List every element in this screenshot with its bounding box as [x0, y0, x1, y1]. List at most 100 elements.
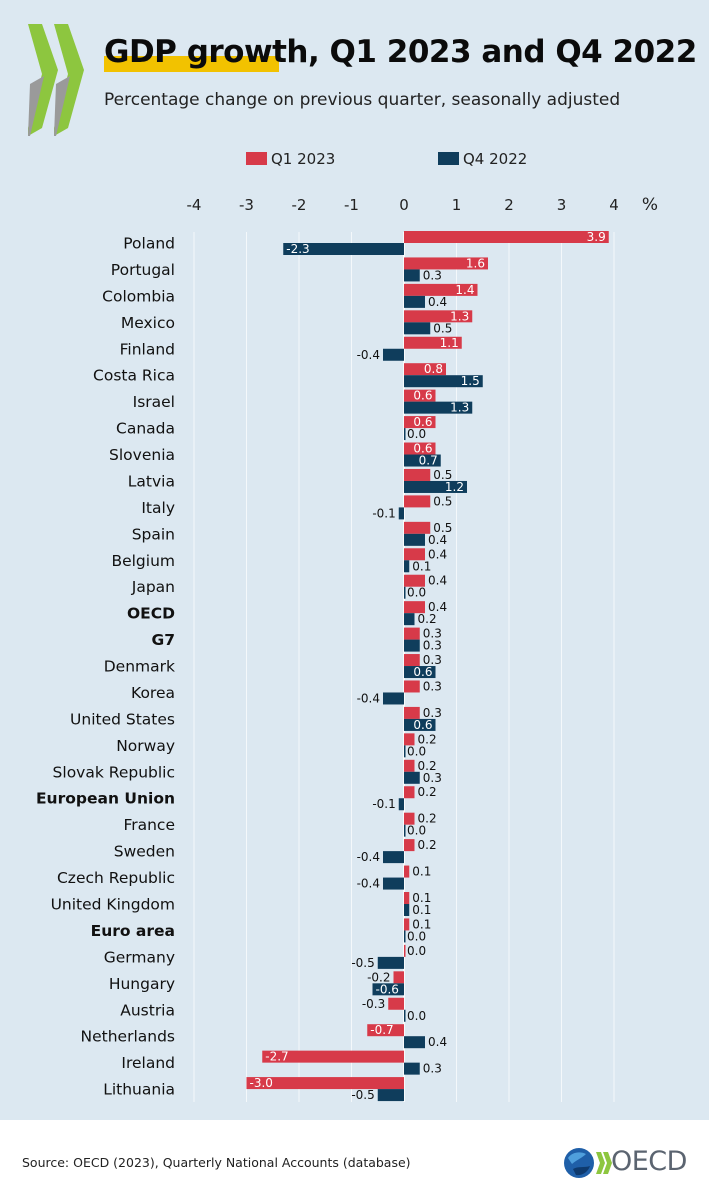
bar-q1: [388, 997, 404, 1010]
data-label-q1: 0.8: [424, 362, 443, 376]
bar-q4: [404, 586, 406, 599]
category-label: Denmark: [104, 658, 175, 676]
x-tick-label: 2: [504, 196, 514, 214]
data-label-q1: 0.5: [433, 494, 452, 508]
data-label-q4: 1.3: [450, 401, 469, 415]
data-label-q4: 1.5: [461, 374, 480, 388]
category-label: United Kingdom: [51, 896, 175, 914]
data-label-q1: 1.1: [440, 336, 459, 350]
bar-q4: [383, 348, 404, 361]
bar-q1: [404, 601, 425, 614]
data-label-q1: 0.3: [423, 706, 442, 720]
category-label: Israel: [133, 393, 175, 411]
data-label-q1: 0.4: [428, 547, 447, 561]
data-label-q1: 0.5: [433, 468, 452, 482]
data-label-q4: -0.5: [351, 1088, 374, 1102]
bar-q4: [383, 851, 404, 864]
bar-q1: [404, 892, 410, 904]
data-label-q1: 0.2: [418, 732, 437, 746]
x-tick-label: 4: [609, 196, 619, 214]
category-label: Germany: [104, 948, 175, 966]
legend-label-q4: Q4 2022: [463, 150, 528, 168]
bar-q4: [404, 322, 431, 335]
title-highlight: [104, 56, 279, 72]
bar-q1: [262, 1050, 404, 1063]
bar-q1: [404, 389, 436, 402]
x-tick-label: 3: [557, 196, 567, 214]
bar-q1: [404, 310, 473, 323]
data-label-q4: 0.0: [407, 427, 426, 441]
bar-q1: [404, 336, 462, 349]
data-label-q1: 0.3: [423, 679, 442, 693]
data-label-q4: 0.1: [412, 903, 431, 917]
category-label: Mexico: [121, 314, 175, 332]
category-label: Euro area: [91, 922, 175, 940]
bar-q1: [404, 706, 420, 719]
bar-q1: [404, 733, 415, 746]
category-label: France: [123, 816, 175, 834]
data-label-q1: 0.4: [428, 600, 447, 614]
data-label-q4: 0.3: [423, 639, 442, 653]
data-label-q1: 0.2: [418, 785, 437, 799]
category-label: Slovenia: [109, 446, 175, 464]
data-label-q4: 0.0: [407, 824, 426, 838]
legend-swatch-q1: [246, 152, 267, 165]
category-label: Poland: [123, 235, 175, 253]
data-label-q4: 0.6: [413, 665, 432, 679]
data-label-q1: 0.2: [418, 838, 437, 852]
data-label-q1: 0.2: [418, 759, 437, 773]
data-label-q1: 0.1: [412, 891, 431, 905]
bar-q4: [404, 560, 410, 573]
category-label: Sweden: [114, 843, 175, 861]
category-label: Colombia: [102, 287, 175, 305]
bar-q1: [404, 944, 406, 957]
data-label-q4: -0.4: [357, 850, 380, 864]
data-label-q1: -0.3: [362, 997, 385, 1011]
data-label-q4: 0.3: [423, 268, 442, 282]
bar-q1: [404, 627, 420, 640]
bar-q4: [404, 771, 420, 784]
legend-swatch-q4: [438, 152, 459, 165]
data-label-q4: 0.4: [428, 1035, 447, 1049]
data-label-q4: 0.1: [412, 559, 431, 573]
data-label-q4: -2.3: [286, 242, 309, 256]
bar-q1: [404, 283, 478, 296]
data-label-q1: 0.6: [413, 415, 432, 429]
data-label-q4: 0.7: [419, 454, 438, 468]
bar-q1: [404, 416, 436, 429]
bar-q4: [404, 269, 420, 282]
bar-q1: [404, 759, 415, 772]
x-tick-label: -3: [239, 196, 254, 214]
x-tick-label: -2: [292, 196, 307, 214]
bar-q1: [404, 548, 425, 561]
data-label-q1: 3.9: [587, 230, 606, 244]
bar-q4: [383, 692, 404, 705]
bar-q4: [404, 639, 420, 652]
data-label-q1: 0.3: [423, 653, 442, 667]
page-subtitle: Percentage change on previous quarter, s…: [104, 90, 621, 110]
category-label: Latvia: [128, 472, 175, 490]
category-label: Lithuania: [103, 1081, 175, 1099]
data-label-q1: 0.6: [413, 442, 432, 456]
oecd-logo-text: OECD: [611, 1146, 687, 1177]
bar-q4: [404, 666, 436, 679]
bar-q4: [377, 1089, 404, 1102]
bar-q1: [404, 495, 431, 508]
bar-q1: [404, 363, 446, 376]
data-label-q4: 0.6: [413, 718, 432, 732]
data-label-q4: -0.4: [357, 348, 380, 362]
legend-item-q1: Q1 2023: [246, 150, 335, 168]
data-label-q1: 0.5: [433, 521, 452, 535]
data-label-q4: -0.5: [351, 956, 374, 970]
data-label-q1: 0.4: [428, 574, 447, 588]
category-label: United States: [70, 710, 175, 728]
data-label-q4: -0.1: [372, 797, 395, 811]
data-label-q1: -0.7: [370, 1023, 393, 1037]
category-label: Italy: [141, 499, 175, 517]
data-label-q1: 0.6: [413, 389, 432, 403]
bar-q4: [377, 956, 404, 969]
oecd-logo-icon: [564, 1148, 612, 1178]
data-label-q4: -0.1: [372, 506, 395, 520]
category-label: Slovak Republic: [53, 763, 175, 781]
bar-q4: [404, 1009, 406, 1022]
